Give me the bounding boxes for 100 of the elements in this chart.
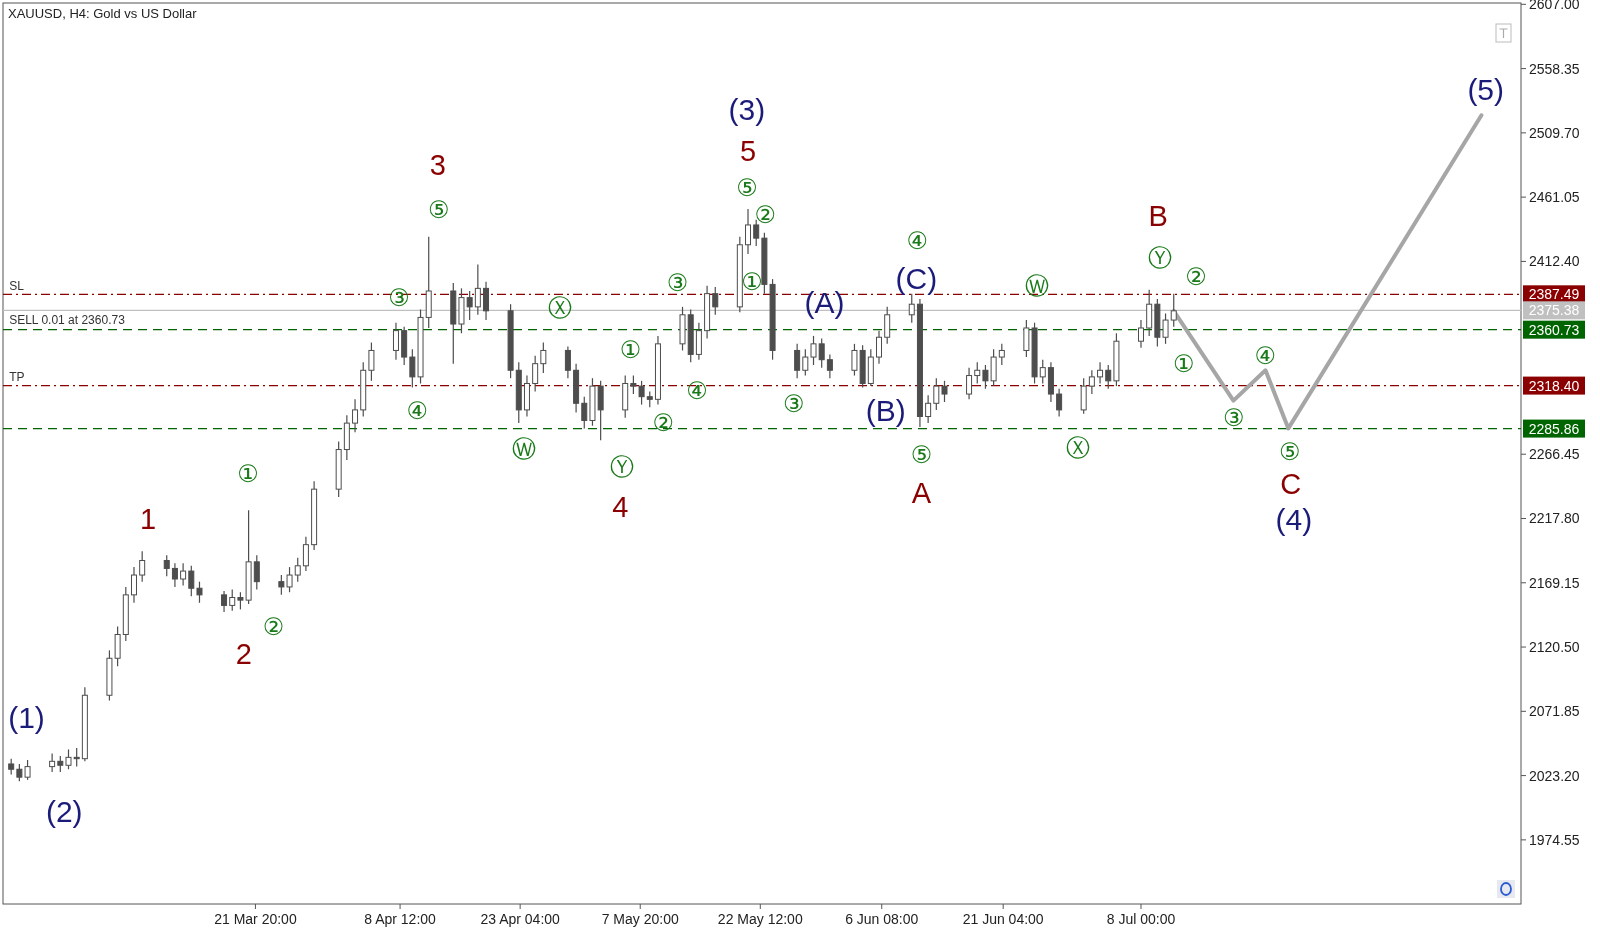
annotation: ①: [237, 460, 259, 489]
annotation: Ⓧ: [548, 294, 573, 323]
x-tick-label: 8 Apr 12:00: [364, 911, 437, 927]
y-tick-label: 2023.20: [1529, 767, 1580, 784]
annotation: Ⓦ: [1024, 271, 1049, 300]
y-tick-label: 2461.05: [1529, 189, 1580, 206]
annotation: SL: [9, 278, 25, 293]
x-tick-label: 8 Jul 00:00: [1106, 911, 1176, 927]
y-tick-label: 2558.35: [1529, 60, 1580, 77]
annotation: ④: [906, 226, 929, 255]
candlestick: [139, 550, 146, 583]
annotation: 2: [235, 638, 252, 671]
candlestick: [474, 263, 481, 316]
candlestick: [745, 208, 752, 255]
candlestick: [966, 367, 973, 400]
annotation: (4): [1275, 502, 1313, 536]
annotation: A: [911, 476, 932, 509]
candlestick: [229, 588, 236, 612]
annotation: (A): [804, 285, 845, 319]
y-tick-label: 2169.15: [1529, 574, 1580, 591]
candlestick: [49, 752, 56, 773]
annotation: (2): [45, 794, 83, 828]
ref-line-label: 2285.86: [1528, 420, 1580, 437]
annotation: ③: [1222, 404, 1245, 433]
annotation: ③: [783, 390, 805, 419]
annotation: ③: [666, 268, 689, 297]
annotation: SELL 0.01 at 2360.73: [9, 313, 126, 328]
ref-line-label: 2375.38: [1528, 302, 1580, 319]
x-tick-label: 22 May 12:00: [717, 911, 803, 927]
x-tick-label: 21 Mar 20:00: [214, 911, 297, 927]
annotation: ③: [388, 283, 410, 312]
candlestick: [876, 330, 883, 365]
y-tick-label: 2266.45: [1529, 446, 1580, 463]
candlestick: [302, 536, 309, 572]
candlestick: [188, 565, 195, 597]
y-tick-label: 2217.80: [1529, 510, 1580, 527]
candlestick: [818, 337, 825, 369]
annotation: Ⓦ: [512, 434, 537, 463]
candlestick: [196, 581, 203, 604]
candlestick: [163, 554, 170, 577]
annotation: (1): [8, 700, 45, 734]
annotation: ⑤: [1279, 438, 1301, 467]
y-tick-label: 2509.70: [1529, 124, 1580, 141]
candlestick: [1137, 319, 1144, 349]
x-tick-label: 21 Jun 04:00: [962, 911, 1044, 927]
annotation: B: [1148, 200, 1168, 233]
candlestick: [180, 562, 187, 587]
annotation: (C): [895, 262, 938, 296]
annotation: 5: [739, 135, 757, 168]
ref-line-label: 2387.49: [1528, 286, 1580, 303]
ref-line-label: 2318.40: [1528, 377, 1580, 394]
candlestick: [998, 343, 1005, 366]
candlestick: [933, 377, 940, 411]
annotation: ②: [1185, 262, 1207, 291]
candlestick: [794, 343, 801, 379]
candlestick: [253, 554, 260, 591]
candlestick: [483, 281, 490, 321]
annotation: 3: [429, 149, 446, 182]
candlestick: [392, 322, 399, 361]
candlestick: [73, 747, 80, 768]
candlestick: [1170, 293, 1177, 328]
x-tick-label: 6 Jun 08:00: [845, 911, 919, 927]
candlestick: [171, 562, 178, 588]
candlestick: [712, 286, 719, 316]
candlestick: [409, 348, 416, 389]
candlestick: [925, 394, 932, 424]
y-tick-label: 2607.00: [1529, 0, 1580, 13]
candlestick: [1088, 369, 1095, 395]
candlestick: [908, 293, 915, 324]
annotation: ①: [619, 336, 642, 364]
x-tick-label: 23 Apr 04:00: [480, 911, 561, 927]
annotation: ②: [262, 612, 285, 641]
candlestick: [540, 341, 547, 374]
annotation: ②: [754, 201, 777, 230]
annotation: C: [1280, 467, 1302, 500]
candlestick: [130, 566, 137, 604]
candlestick: [810, 335, 817, 366]
chart-title: XAUUSD, H4: Gold vs US Dollar: [8, 6, 198, 21]
candlestick: [1146, 289, 1153, 337]
annotation: 4: [612, 491, 629, 524]
annotation: ④: [1254, 342, 1277, 371]
annotation: Ⓨ: [610, 453, 635, 482]
annotation: TP: [9, 369, 25, 384]
y-tick-label: 2412.40: [1529, 253, 1580, 270]
annotation: ⑤: [910, 441, 933, 470]
candlestick: [65, 748, 72, 770]
annotation: ①: [741, 267, 763, 296]
candlestick: [884, 306, 891, 345]
candlestick: [294, 557, 301, 583]
candlestick: [802, 348, 809, 377]
annotation: Ⓧ: [1065, 433, 1090, 462]
annotation: Ⓨ: [1148, 244, 1173, 273]
annotation: ⑤: [736, 173, 758, 202]
annotation: ④: [406, 397, 429, 426]
candlestick: [221, 590, 228, 613]
candlestick: [1080, 377, 1087, 415]
candlestick: [1056, 388, 1063, 418]
x-tick-label: 7 May 20:00: [601, 911, 679, 927]
candlestick: [532, 355, 539, 393]
candlestick: [974, 361, 981, 385]
